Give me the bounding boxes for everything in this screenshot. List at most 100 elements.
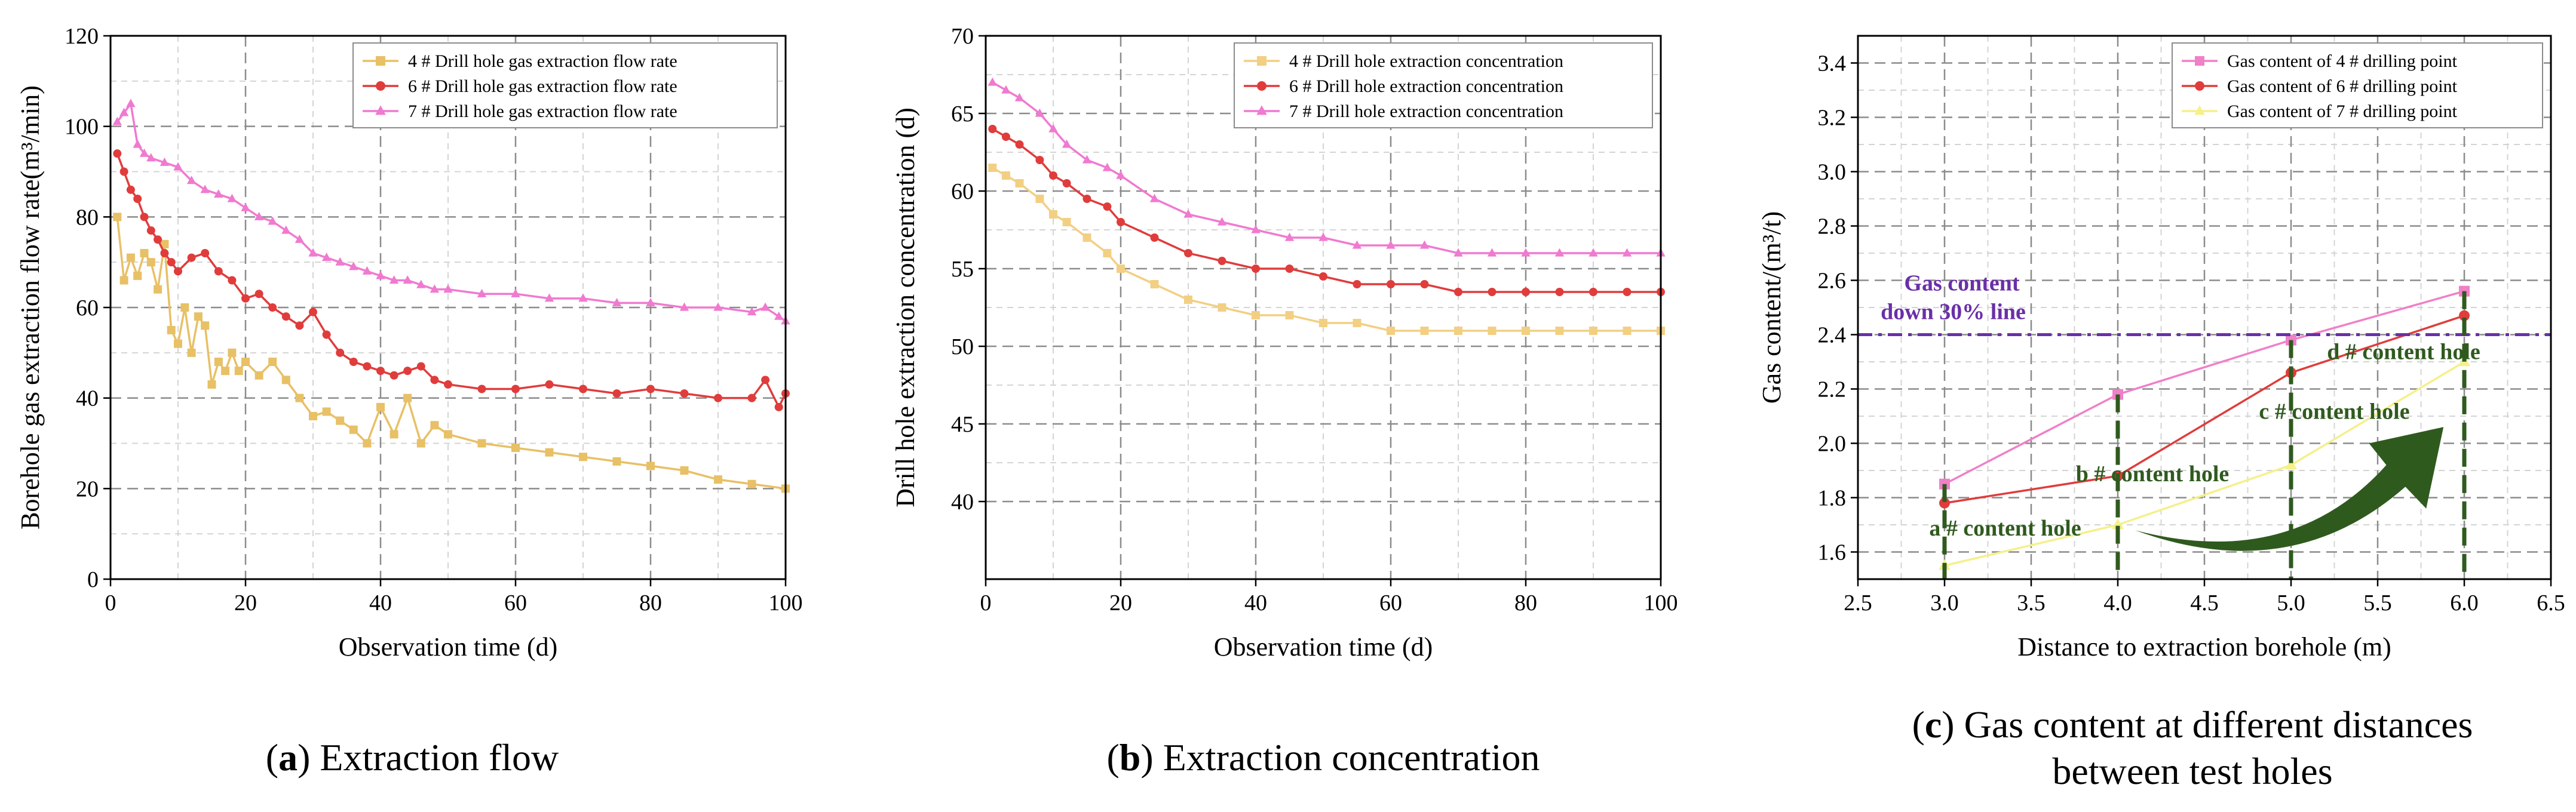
data-point: [1103, 202, 1112, 211]
legend-swatch-marker: [1257, 81, 1266, 91]
x-axis-label: Observation time (d): [1214, 632, 1433, 662]
y-tick-label: 55: [951, 257, 974, 282]
data-point: [126, 253, 135, 262]
data-point: [322, 330, 331, 339]
legend-entry: 6 # Drill hole gas extraction flow rate: [408, 76, 677, 96]
legend-entry: 7 # Drill hole gas extraction flow rate: [408, 102, 677, 121]
data-point: [761, 376, 770, 385]
y-tick-label: 1.6: [1818, 540, 1847, 565]
data-point: [281, 312, 290, 321]
data-point: [713, 302, 723, 311]
data-point: [140, 249, 149, 257]
y-tick-label: 2.2: [1818, 377, 1847, 402]
data-point: [167, 325, 176, 334]
data-point: [349, 425, 358, 434]
legend-swatch-marker: [1257, 56, 1266, 66]
legend-swatch-marker: [1256, 105, 1267, 115]
data-point: [1001, 133, 1010, 141]
data-point: [1454, 327, 1462, 335]
data-point: [443, 284, 453, 293]
data-point: [389, 275, 399, 284]
data-point: [1555, 288, 1564, 296]
data-point: [646, 462, 655, 470]
data-point: [1048, 124, 1058, 133]
data-point: [774, 402, 783, 411]
y-tick-label: 3.0: [1818, 160, 1847, 185]
data-point: [113, 149, 122, 158]
data-point: [774, 311, 784, 320]
y-tick-label: 60: [951, 179, 974, 204]
data-point: [430, 284, 440, 293]
data-point: [679, 302, 689, 311]
data-point: [139, 148, 149, 157]
data-point: [336, 416, 345, 425]
data-point: [579, 385, 587, 393]
data-point: [714, 393, 722, 402]
data-point: [214, 358, 223, 366]
data-point: [1015, 179, 1024, 187]
data-point: [254, 290, 263, 299]
y-tick-label: 65: [951, 102, 974, 127]
data-point: [268, 303, 277, 312]
legend-entry: Gas content of 4 # drilling point: [2227, 51, 2458, 71]
series-3: [112, 99, 790, 325]
data-point: [227, 193, 237, 202]
chart-gas-content: Gas content down 30% line a # content hole…: [1757, 35, 2565, 792]
data-point: [1184, 249, 1192, 257]
data-point: [477, 288, 487, 297]
data-point: [146, 153, 156, 162]
data-point: [403, 275, 412, 284]
y-tick-label: 0: [87, 567, 99, 592]
data-point: [1252, 311, 1260, 319]
data-point: [1623, 288, 1632, 296]
data-point: [1420, 327, 1429, 335]
y-tick-label: 100: [65, 115, 99, 140]
caption: (c) Gas content at different distances: [1912, 703, 2473, 746]
data-point: [214, 267, 223, 276]
data-point: [403, 393, 412, 402]
chart-extraction-flow: 0 20 40 60 80 100 0 20 40 60 80 100 120 Observation t…: [16, 24, 803, 779]
data-point: [545, 448, 554, 457]
y-tick-label: 2.0: [1818, 432, 1847, 457]
series-1: [988, 164, 1665, 335]
data-point: [1082, 155, 1092, 164]
legend-swatch-marker: [376, 81, 385, 91]
x-tick-label: 3.0: [1930, 590, 1959, 616]
data-point: [321, 253, 332, 262]
data-point: [335, 257, 345, 266]
x-axis-label: Observation time (d): [339, 632, 558, 662]
x-tick-label: 80: [1514, 590, 1537, 616]
data-point: [680, 466, 689, 475]
caption-line-2: between test holes: [2052, 750, 2332, 792]
data-point: [154, 285, 162, 294]
legend-swatch-marker: [2195, 81, 2204, 91]
data-point: [1488, 288, 1496, 296]
data-point: [1035, 156, 1044, 164]
data-point: [612, 389, 621, 398]
y-tick-label: 3.4: [1818, 51, 1847, 76]
data-point: [160, 157, 170, 166]
data-point: [1454, 288, 1462, 296]
data-point: [254, 371, 263, 380]
data-point: [477, 439, 486, 448]
data-point: [477, 385, 486, 393]
data-point: [1014, 93, 1025, 102]
caption-letter: c: [1925, 703, 1942, 746]
data-point: [112, 116, 122, 125]
reference-label-line-1: Gas content: [1904, 271, 2020, 296]
data-point: [194, 312, 203, 321]
x-tick-label: 5.5: [2363, 590, 2392, 616]
data-point: [1521, 248, 1531, 257]
data-point: [544, 293, 554, 302]
data-point: [1103, 249, 1112, 257]
data-point: [1062, 218, 1071, 226]
data-point: [295, 393, 304, 402]
data-point: [362, 266, 372, 275]
data-point: [1218, 257, 1226, 265]
data-point: [1284, 232, 1295, 241]
x-tick-label: 4.5: [2190, 590, 2219, 616]
data-point: [2459, 310, 2470, 321]
data-point: [511, 385, 520, 393]
caption-letter: b: [1120, 736, 1141, 779]
data-point: [2112, 518, 2124, 530]
